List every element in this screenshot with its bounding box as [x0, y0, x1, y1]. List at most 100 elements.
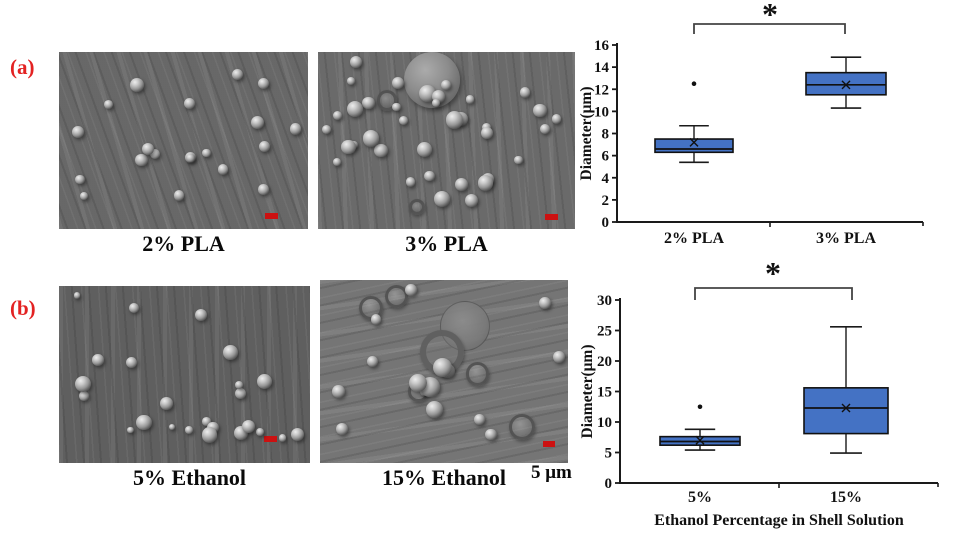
microsphere [370, 314, 382, 325]
mean-marker [841, 403, 851, 413]
microsphere [533, 103, 547, 118]
panel-b-label: (b) [10, 296, 36, 320]
y-tick-label: 30 [597, 293, 612, 309]
microsphere [232, 69, 244, 81]
microsphere [201, 148, 211, 158]
microsphere [399, 115, 409, 126]
category-label: 5% [688, 489, 712, 506]
microsphere [126, 356, 138, 368]
box [805, 71, 887, 96]
microsphere [217, 164, 229, 175]
microsphere [135, 414, 152, 431]
microsphere [423, 170, 435, 182]
y-tick-label: 2 [602, 193, 610, 209]
microsphere [80, 192, 89, 201]
significance-star: * [765, 258, 781, 291]
microsphere [257, 77, 270, 90]
microsphere [234, 387, 247, 400]
microsphere [184, 425, 193, 434]
microsphere [250, 115, 264, 129]
sem-image-2pct-pla [59, 52, 308, 229]
microsphere [508, 413, 535, 440]
microsphere [135, 153, 148, 167]
microsphere [333, 111, 343, 121]
microsphere [346, 100, 363, 117]
microsphere [538, 296, 551, 309]
scale-bar-label: 5 μm [531, 462, 572, 483]
y-tick-label: 8 [602, 127, 610, 143]
microsphere [186, 153, 195, 163]
y-tick-label: 12 [594, 82, 609, 98]
scale-bar [543, 441, 555, 447]
scale-bar [545, 214, 558, 220]
microsphere [289, 123, 302, 135]
x-axis-label: Ethanol Percentage in Shell Solution [654, 512, 904, 529]
microsphere [408, 199, 425, 216]
microsphere [540, 123, 551, 135]
caption-3pct-pla: 3% PLA [405, 231, 488, 256]
y-axis-label: Diameter(μm) [580, 345, 596, 439]
microsphere [385, 284, 409, 309]
significance-bracket [693, 23, 846, 34]
microsphere [347, 76, 356, 86]
microsphere [256, 374, 272, 390]
microsphere [201, 417, 211, 426]
microsphere [103, 99, 113, 109]
microsphere [350, 56, 363, 69]
microsphere [361, 96, 375, 110]
panel-a-label: (a) [10, 55, 35, 79]
outlier-point [697, 404, 703, 410]
microsphere [241, 419, 256, 434]
microsphere [466, 95, 475, 104]
microsphere [362, 130, 379, 147]
microsphere [127, 426, 135, 434]
caption-15pct-ethanol: 15% Ethanol [381, 465, 507, 490]
microsphere [335, 423, 349, 436]
scale-bar [264, 436, 277, 442]
y-tick-label: 0 [605, 476, 613, 492]
microsphere [392, 103, 401, 112]
y-tick-label: 5 [605, 446, 613, 462]
mean-marker [841, 80, 851, 90]
y-tick-label: 10 [594, 104, 609, 120]
y-tick-label: 14 [594, 60, 610, 76]
caption-2pct-pla: 2% PLA [142, 231, 225, 256]
microsphere [258, 184, 269, 195]
sem-image-5pct-ethanol [59, 286, 310, 463]
microsphere [405, 177, 415, 187]
microsphere [433, 191, 450, 208]
microsphere [222, 344, 238, 360]
y-tick-label: 6 [602, 149, 610, 165]
sem-image-15pct-ethanol [320, 280, 568, 463]
category-label: 3% PLA [816, 230, 876, 247]
microsphere [142, 142, 155, 156]
y-tick-label: 10 [597, 415, 612, 431]
microsphere [464, 193, 478, 208]
microsphere [477, 175, 494, 191]
microsphere [184, 98, 196, 110]
significance-bracket [694, 287, 853, 300]
category-label: 15% [830, 489, 862, 506]
y-tick-label: 15 [597, 385, 612, 401]
microsphere [416, 142, 432, 158]
sem-image-3pct-pla [318, 52, 575, 229]
microsphere [72, 125, 85, 138]
microsphere [551, 114, 562, 124]
microsphere [92, 354, 104, 366]
microsphere [255, 428, 265, 437]
microsphere [168, 423, 175, 431]
microsphere [128, 302, 139, 313]
microsphere [391, 77, 404, 90]
microsphere [519, 87, 531, 98]
microsphere [409, 373, 428, 392]
microsphere [278, 434, 287, 442]
microsphere [159, 397, 173, 410]
microsphere [73, 292, 81, 300]
microsphere [75, 375, 92, 392]
microsphere [465, 361, 490, 386]
y-axis-label: Diameter(μm) [580, 87, 595, 181]
microsphere [474, 413, 486, 425]
microsphere [367, 355, 379, 367]
microsphere [130, 78, 144, 92]
